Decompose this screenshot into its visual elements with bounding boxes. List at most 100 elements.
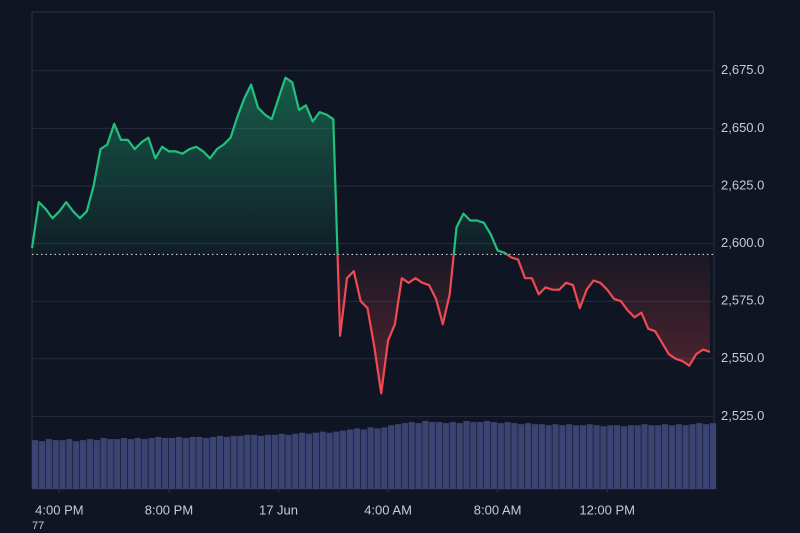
volume-bar <box>374 428 381 489</box>
volume-bar <box>353 428 361 489</box>
volume-bar <box>463 421 470 489</box>
volume-bar <box>121 438 128 489</box>
volume-bar <box>285 434 292 489</box>
volume-bar <box>182 438 189 489</box>
volume-bar <box>45 439 52 489</box>
x-tick-label: 17 Jun <box>259 502 298 517</box>
volume-bar <box>257 435 265 489</box>
volume-bar <box>107 439 114 489</box>
volume-bar <box>449 422 456 489</box>
volume-bar <box>93 440 100 489</box>
volume-bar <box>32 440 39 489</box>
volume-bar <box>79 440 87 489</box>
volume-bar <box>682 425 689 489</box>
volume-bar <box>648 425 655 489</box>
volume-bar <box>614 425 621 489</box>
y-tick-label: 2,650.0 <box>721 120 764 135</box>
volume-bar <box>210 436 217 489</box>
volume-bar <box>52 440 59 489</box>
volume-bar <box>162 438 169 489</box>
volume-bar <box>237 435 244 489</box>
volume-bar <box>675 424 682 489</box>
area <box>32 77 710 394</box>
volume-bar <box>429 422 436 489</box>
volume-bar <box>620 426 628 489</box>
volume-bar <box>497 423 504 489</box>
volume-bar <box>59 440 66 489</box>
volume-bar <box>531 424 539 489</box>
volume-bar <box>203 438 210 489</box>
volume-bar <box>545 425 552 489</box>
volume-bar <box>388 425 395 489</box>
y-tick-label: 2,675.0 <box>721 62 764 77</box>
x-tick-label: 4:00 PM <box>35 502 83 517</box>
volume-bar <box>435 422 443 489</box>
volume-bar <box>709 423 717 489</box>
volume-bar <box>38 441 46 489</box>
volume-bar <box>490 422 497 489</box>
volume-bar <box>319 431 326 489</box>
x-tick-label: 8:00 PM <box>145 502 193 517</box>
volume-bar <box>572 425 580 489</box>
volume-bar <box>696 423 703 489</box>
volume-bar <box>244 434 251 489</box>
volume-bar <box>477 422 484 489</box>
volume-bar <box>114 439 121 489</box>
volume-bar <box>326 432 333 489</box>
volume-bar <box>189 436 196 489</box>
volume-bar <box>127 439 135 489</box>
volume-bar <box>627 425 634 489</box>
x-tick-label: 4:00 AM <box>364 502 412 517</box>
volume-bar <box>367 427 374 489</box>
footnote: 77 <box>32 520 44 532</box>
volume-bar <box>668 425 676 489</box>
volume-bar <box>271 434 278 489</box>
y-tick-label: 2,575.0 <box>721 293 764 308</box>
volume-bar <box>223 436 230 489</box>
volume-bar <box>504 422 511 489</box>
volume-bar <box>415 423 422 489</box>
volume-bar <box>511 423 518 489</box>
volume-bar <box>538 424 545 489</box>
volume-bar <box>360 429 367 489</box>
volume-bar <box>305 433 313 489</box>
volume-bar <box>264 434 272 489</box>
volume-bar <box>518 424 525 489</box>
volume-bar <box>566 424 573 489</box>
x-tick-label: 12:00 PM <box>579 502 635 517</box>
volume-bar <box>579 425 587 489</box>
volume-bar <box>134 438 141 489</box>
y-tick-label: 2,550.0 <box>721 350 764 365</box>
volume-bar <box>607 425 614 489</box>
volume-bar <box>141 439 148 489</box>
volume-bar <box>292 433 299 489</box>
volume-bar <box>655 425 662 489</box>
volume-bar <box>175 436 183 489</box>
volume-bar <box>299 432 306 489</box>
volume-bar <box>559 425 566 489</box>
volume-bar <box>86 439 93 489</box>
volume-bar <box>703 424 710 489</box>
volume-bar <box>394 424 402 489</box>
volume-bar <box>552 424 559 489</box>
volume-bar <box>148 438 155 489</box>
volume-bar <box>525 423 532 489</box>
volume-bar <box>346 429 354 489</box>
volume-bar <box>483 421 491 489</box>
volume-bar <box>442 423 450 489</box>
volume-bar <box>641 424 648 489</box>
volume-bar <box>600 426 607 489</box>
volume-bar <box>634 425 641 489</box>
volume-bar <box>422 421 429 489</box>
volume-bar <box>230 435 237 489</box>
volume-bar <box>196 436 203 489</box>
volume-bar <box>216 435 224 489</box>
volume-bar <box>689 424 696 489</box>
y-tick-label: 2,525.0 <box>721 408 764 423</box>
y-tick-label: 2,600.0 <box>721 235 764 250</box>
volume-bar <box>155 436 162 489</box>
volume-bar <box>251 434 258 489</box>
x-tick-label: 8:00 AM <box>474 502 522 517</box>
volume-bar <box>456 423 463 489</box>
